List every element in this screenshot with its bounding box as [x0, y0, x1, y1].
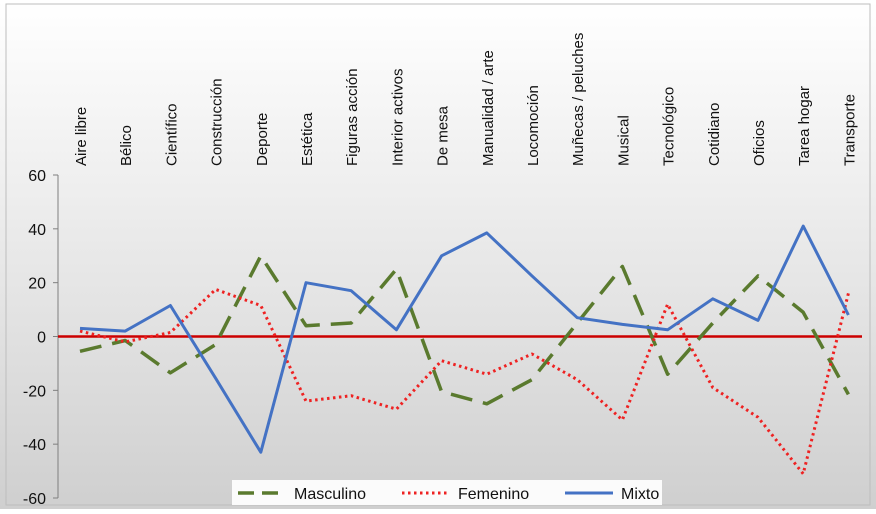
x-category-label: Muñecas / peluches	[570, 33, 587, 166]
x-category-label: Bélico	[118, 125, 135, 166]
y-axis: -60 -40 -20 0 20 40 60	[23, 168, 59, 508]
x-category-label: Transporte	[841, 94, 858, 166]
y-tick-label: -60	[23, 491, 46, 508]
y-tick-label: 20	[28, 276, 46, 293]
series-line-femenino	[79, 287, 850, 476]
legend-label-masculino: Masculino	[294, 486, 366, 503]
y-tick-label: 0	[37, 330, 46, 347]
series-lines	[79, 224, 850, 476]
x-category-label: Estética	[299, 112, 316, 166]
x-axis-labels: Aire libre Bélico Científico Construcción De…	[73, 33, 858, 166]
x-category-label: Musical	[615, 115, 632, 166]
x-category-label: Científico	[163, 103, 180, 166]
y-tick-label: 40	[28, 222, 46, 239]
x-category-label: Cotidiano	[706, 103, 723, 166]
y-tick-label: -20	[23, 383, 46, 400]
y-tick-label: 60	[28, 168, 46, 185]
series-line-mixto	[79, 224, 850, 454]
legend-label-femenino: Femenino	[458, 486, 529, 503]
x-category-label: Interior activos	[389, 68, 406, 166]
x-category-label: Tecnológico	[661, 87, 678, 166]
y-tick-label: -40	[23, 437, 46, 454]
x-category-label: Oficios	[751, 120, 768, 166]
x-category-label: Tarea hogar	[796, 86, 813, 166]
x-category-label: Locomoción	[525, 85, 542, 166]
legend-label-mixto: Mixto	[621, 486, 659, 503]
x-category-label: Construcción	[209, 78, 226, 166]
x-category-label: Deporte	[254, 113, 271, 166]
x-category-label: Aire libre	[73, 107, 90, 166]
series-line-masculino	[79, 254, 850, 406]
x-category-label: Figuras acción	[344, 68, 361, 166]
x-category-label: De mesa	[435, 105, 452, 166]
legend: Masculino Femenino Mixto	[232, 480, 662, 505]
x-category-label: Manualidad / arte	[480, 50, 497, 166]
